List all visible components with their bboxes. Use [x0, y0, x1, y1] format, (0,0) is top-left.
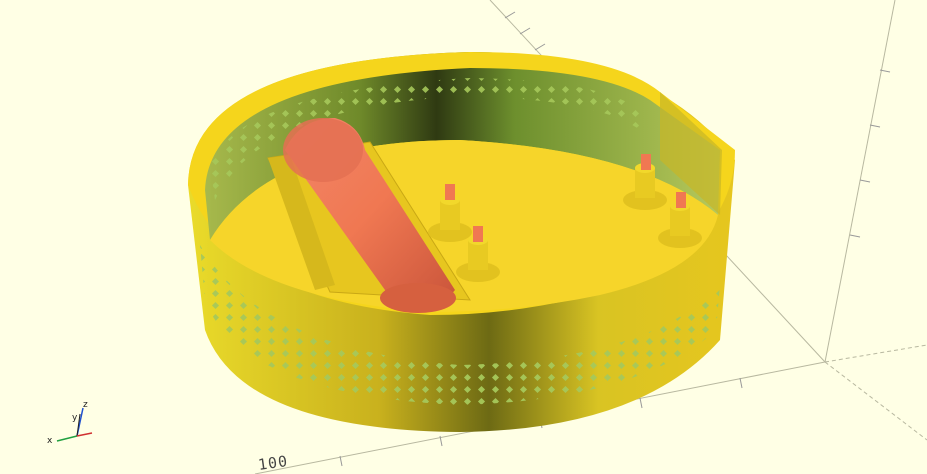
standoff-4[interactable]: [658, 192, 702, 248]
battery-holder-wall: [268, 155, 335, 290]
model-enclosure[interactable]: [188, 52, 735, 432]
axis-z-label: z: [83, 400, 88, 410]
vent-holes-inner: [210, 78, 640, 200]
standoff-1[interactable]: [428, 184, 472, 242]
axis-ticks: [339, 11, 891, 467]
vent-holes-outer: [200, 245, 720, 405]
standoff-2[interactable]: [456, 226, 500, 282]
axis-y-label: y: [72, 413, 78, 423]
axes-indicator: [56, 407, 93, 442]
axis-x-label: x: [47, 436, 53, 446]
standoff-3[interactable]: [623, 154, 667, 210]
battery-cylinder[interactable]: [283, 118, 456, 313]
side-notch: [660, 92, 722, 215]
